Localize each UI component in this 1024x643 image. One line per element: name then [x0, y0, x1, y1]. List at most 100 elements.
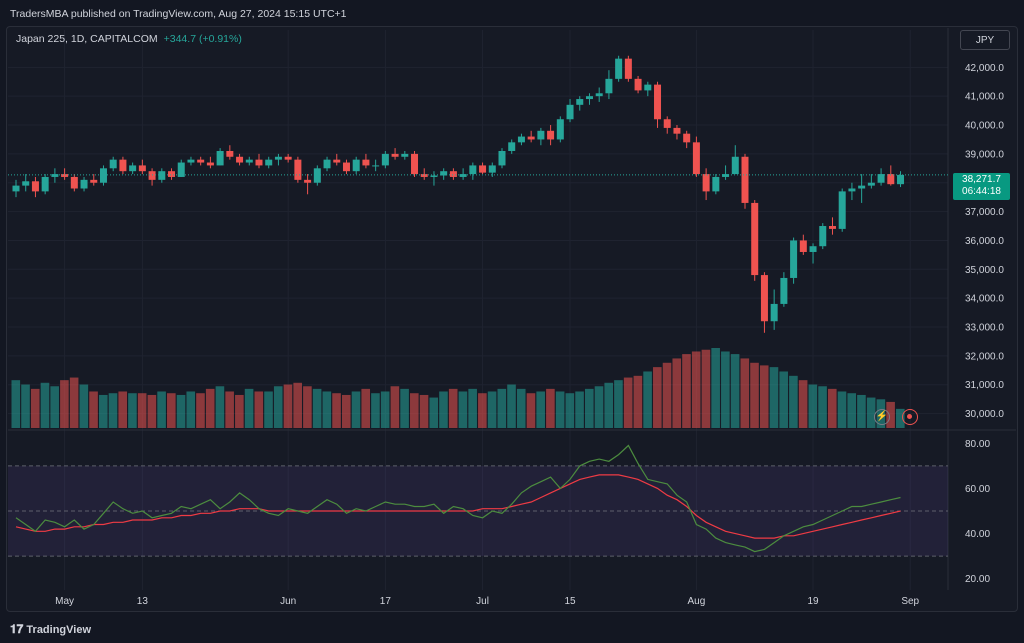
- volume-bar: [546, 388, 555, 428]
- volume-bar: [759, 365, 769, 428]
- candle-body: [566, 104, 574, 120]
- price-tick-label: 41,000.0: [965, 92, 1004, 103]
- candle-body: [712, 176, 720, 192]
- volume-bar: [575, 391, 584, 428]
- candle-body: [527, 136, 535, 140]
- volume-bar: [798, 380, 808, 428]
- time-axis[interactable]: May 13 Jun 17 Jul 15 Aug 19 Sep: [55, 596, 919, 607]
- candle-body: [673, 127, 681, 134]
- volume-bar: [847, 393, 857, 428]
- candle-body: [41, 176, 49, 192]
- candle-body: [537, 130, 545, 140]
- volume-bar: [254, 391, 264, 428]
- price-tick-label: 34,000.0: [965, 294, 1004, 305]
- candle-body: [255, 159, 263, 166]
- volume-bar: [730, 354, 740, 428]
- candle-body: [323, 159, 331, 169]
- price-tick-label: 30,000.0: [965, 409, 1004, 420]
- volume-bar: [691, 351, 701, 428]
- volume-bar: [40, 382, 50, 428]
- price-tick-label: 36,000.0: [965, 236, 1004, 247]
- volume-bar: [21, 384, 30, 428]
- candle-body: [508, 142, 516, 151]
- volume-bar: [79, 384, 89, 428]
- candle-body: [274, 156, 282, 160]
- candle-body: [430, 175, 438, 177]
- time-tick-label: Aug: [688, 596, 706, 607]
- volume-bar: [11, 380, 21, 428]
- candle-body: [799, 240, 807, 252]
- candle-body: [819, 226, 827, 247]
- volume-bar: [614, 380, 623, 428]
- candle-body: [99, 168, 107, 183]
- candle-body: [517, 136, 525, 143]
- candle-body: [197, 159, 205, 163]
- rsi-line: [15, 444, 901, 553]
- candle-body: [31, 181, 39, 192]
- candles: [8, 55, 948, 333]
- last-price-label: 38,271.7 06:44:18: [953, 173, 1010, 200]
- volume-bar: [137, 393, 147, 428]
- volume-bar: [526, 393, 536, 428]
- volume-bar: [458, 391, 468, 428]
- symbol-name: Japan 225, 1D, CAPITALCOM: [16, 33, 158, 45]
- volume-bar: [866, 397, 876, 428]
- candle-body: [449, 171, 457, 177]
- volume-bar: [419, 394, 429, 428]
- volume-bar: [390, 386, 400, 428]
- volume-bar: [837, 391, 847, 428]
- candle-body: [848, 188, 856, 192]
- tradingview-logo[interactable]: 𝟏𝟕 TradingView: [10, 622, 92, 636]
- brand-text: TradingView: [26, 624, 92, 636]
- top-bar: TradersMBA published on TradingView.com,…: [0, 0, 1024, 26]
- candle-body: [576, 99, 584, 105]
- volume-bars: [11, 348, 905, 428]
- volume-bar: [273, 386, 283, 428]
- candle-body: [362, 159, 370, 166]
- candle-body: [129, 165, 137, 172]
- chart-frame[interactable]: [6, 26, 1018, 612]
- volume-bar: [322, 391, 332, 428]
- candle-body: [683, 133, 691, 143]
- price-tick-label: 31,000.0: [965, 380, 1004, 391]
- volume-bar: [701, 349, 711, 428]
- volume-bar: [380, 391, 390, 428]
- volume-bar: [60, 380, 69, 428]
- volume-bar: [30, 388, 40, 428]
- grid: [8, 28, 1016, 590]
- time-tick-label: 13: [137, 596, 149, 607]
- volume-bar: [89, 391, 98, 428]
- last-price-value: 38,271.7: [962, 174, 1001, 185]
- rsi-tick-label: 80.00: [965, 439, 990, 450]
- candle-body: [372, 165, 380, 167]
- candle-body: [304, 179, 312, 183]
- candle-body: [158, 171, 166, 180]
- volume-bar: [196, 393, 205, 428]
- volume-bar: [176, 394, 186, 428]
- volume-bar: [653, 367, 662, 428]
- record-icon[interactable]: [902, 409, 918, 425]
- volume-bar: [244, 388, 254, 428]
- candle-body: [877, 174, 885, 183]
- candle-body: [663, 119, 671, 128]
- rsi-ma-line: [15, 474, 901, 539]
- candle-body: [692, 142, 700, 175]
- volume-bar: [400, 388, 409, 428]
- rsi-tick-label: 40.00: [965, 529, 990, 540]
- volume-bar: [69, 377, 79, 428]
- lightning-icon[interactable]: ⚡: [874, 409, 890, 425]
- candle-body: [333, 159, 341, 163]
- price-axis[interactable]: 30,000.0 31,000.0 32,000.0 33,000.0 34,000.0…: [965, 63, 1004, 585]
- candle-body: [313, 168, 321, 183]
- volume-bar: [429, 397, 439, 428]
- currency-button[interactable]: JPY: [960, 30, 1010, 50]
- candle-body: [119, 159, 127, 172]
- rsi-tick-label: 60.00: [965, 484, 990, 495]
- candle-body: [391, 153, 399, 157]
- volume-bar: [157, 391, 166, 428]
- candle-body: [236, 156, 244, 163]
- volume-bar: [264, 391, 273, 428]
- candle-body: [741, 156, 749, 203]
- candle-body: [61, 174, 69, 177]
